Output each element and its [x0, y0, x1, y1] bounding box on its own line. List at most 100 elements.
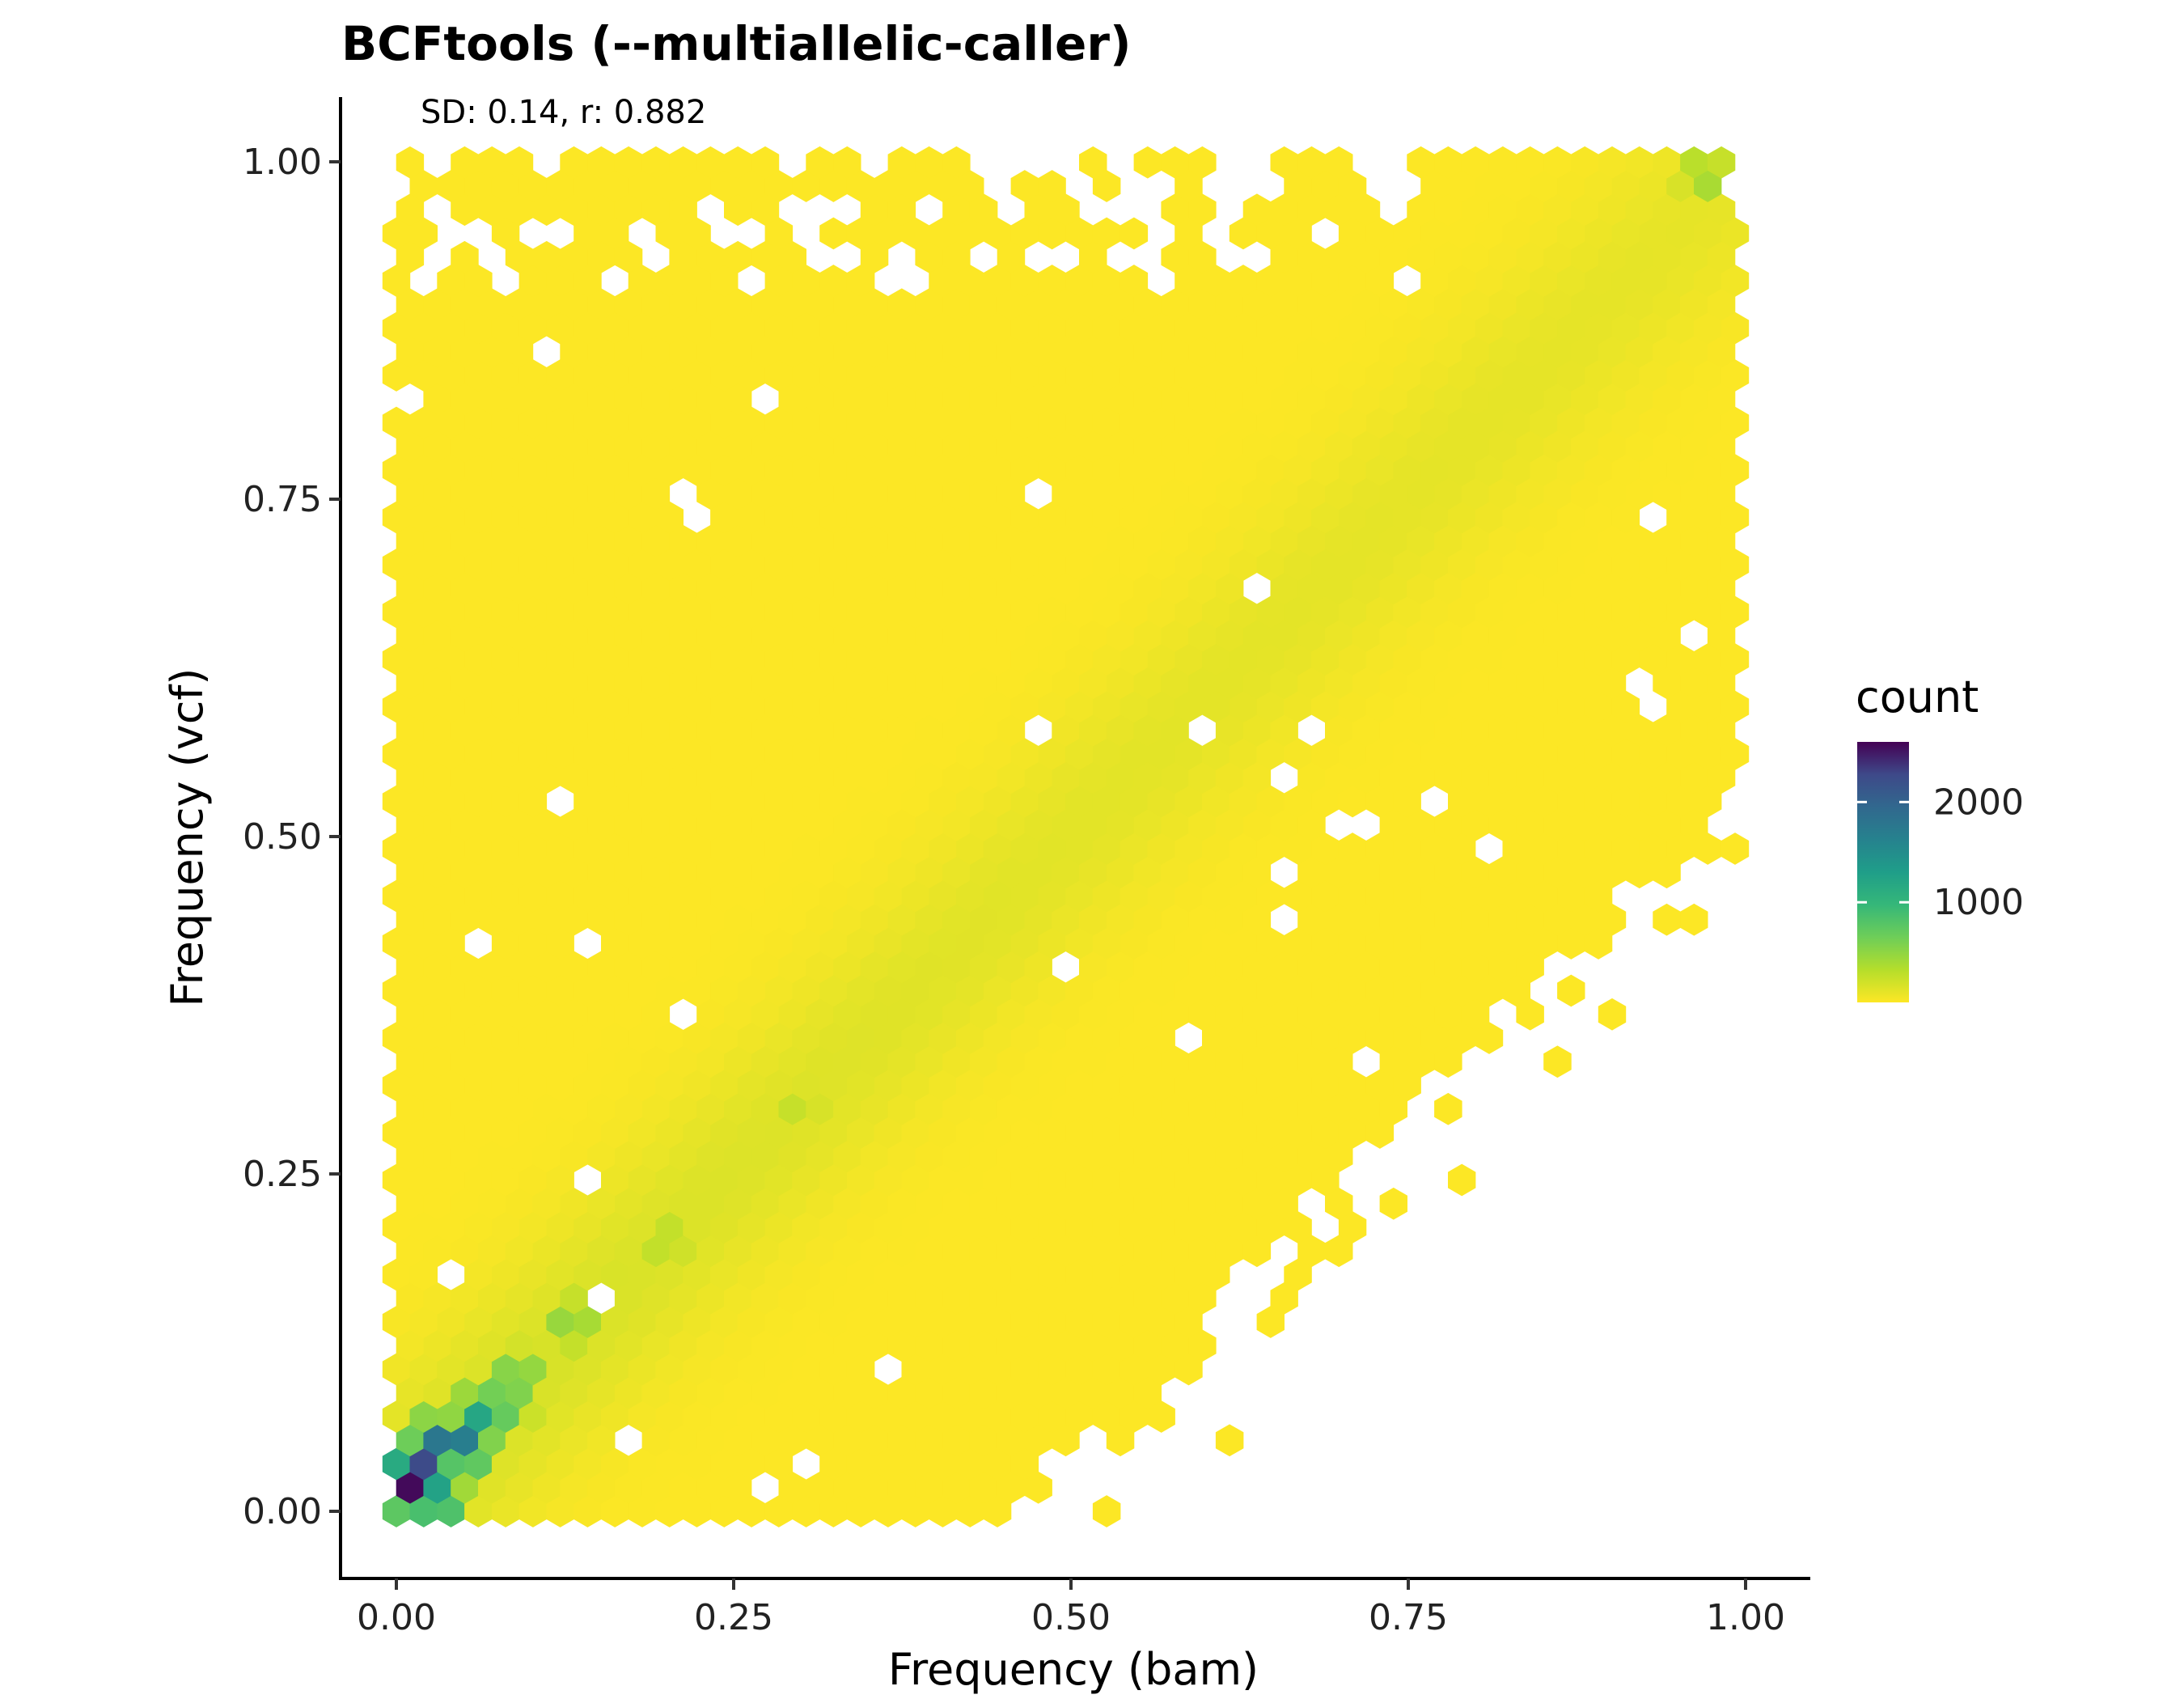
hexbin-cell [997, 1045, 1026, 1078]
hexbin-cell [737, 595, 766, 629]
hexbin-cell [601, 927, 629, 960]
hexbin-cell [1393, 1022, 1421, 1054]
hexbin-cell [764, 595, 794, 629]
hexbin-cell [846, 265, 875, 297]
hexbin-cell [1147, 311, 1175, 345]
hexbin-cell [1379, 524, 1407, 557]
hexbin-cell [1133, 383, 1162, 416]
hexbin-cell [887, 1376, 916, 1409]
hexbin-cell [1461, 951, 1490, 984]
hexbin-cell [1557, 265, 1585, 297]
hexbin-cell [601, 1116, 629, 1149]
hexbin-cell [1584, 265, 1613, 297]
hexbin-cell [423, 856, 451, 889]
hexbin-cell [1133, 1329, 1162, 1362]
hexbin-cell [1161, 430, 1189, 463]
hexbin-cell [505, 477, 534, 511]
hexbin-cell [1092, 170, 1121, 202]
hexbin-cell [641, 524, 671, 557]
hexbin-cell [737, 1022, 766, 1054]
hexbin-cell [942, 1140, 971, 1173]
hexbin-cell [1666, 170, 1695, 202]
hexbin-cell [437, 170, 465, 202]
hexbin-cell [874, 690, 903, 723]
hexbin-cell [614, 998, 643, 1031]
hexbin-cell [806, 761, 834, 794]
hexbin-cell [1065, 501, 1094, 534]
hexbin-cell [874, 833, 903, 865]
hexbin-cell [751, 1329, 780, 1362]
hexbin-cell [983, 879, 1012, 913]
hexbin-cell [942, 714, 971, 747]
hexbin-cell [1311, 1116, 1340, 1149]
hexbin-cell [1461, 335, 1490, 368]
hexbin-cell [1488, 856, 1517, 889]
hexbin-cell [1106, 1282, 1135, 1315]
hexbin-cell [1065, 1353, 1094, 1386]
hexbin-cell [382, 1353, 411, 1386]
hexbin-cell [1079, 951, 1107, 984]
hexbin-cell [1297, 1140, 1326, 1173]
hexbin-cell [574, 217, 602, 250]
hexbin-cell [1229, 595, 1258, 629]
hexbin-cell [546, 1400, 574, 1433]
hexbin-cell [518, 1447, 548, 1481]
hexbin-cell [1488, 240, 1517, 273]
hexbin-cell [1161, 1045, 1189, 1078]
hexbin-cell [437, 549, 465, 581]
hexbin-cell [1229, 1163, 1258, 1197]
hexbin-cell [1215, 1187, 1244, 1220]
hexbin-cell [1365, 1069, 1395, 1102]
hexbin-cell [1557, 833, 1585, 865]
hexbin-cell [505, 998, 534, 1031]
hexbin-cell [1284, 454, 1312, 486]
hexbin-cell [1297, 761, 1326, 794]
hexbin-cell [1434, 1045, 1462, 1078]
hexbin-cell [423, 1235, 451, 1268]
hexbin-cell [409, 879, 438, 913]
hexbin-cell [409, 738, 438, 770]
hexbin-cell [1052, 335, 1080, 368]
hexbin-cell [409, 643, 438, 676]
hexbin-cell [860, 1282, 889, 1315]
hexbin-cell [396, 1471, 425, 1504]
hexbin-cell [1297, 808, 1326, 841]
hexbin-cell [997, 1282, 1026, 1315]
hexbin-cell [1365, 690, 1395, 723]
hexbin-cell [1393, 785, 1421, 818]
hexbin-cell [396, 1140, 425, 1173]
hexbin-cell [574, 170, 602, 202]
hexbin-cell [901, 1400, 929, 1433]
hexbin-cell [915, 572, 943, 605]
hexbin-cell [574, 454, 602, 486]
hexbin-cell [833, 1376, 861, 1409]
hexbin-cell [1653, 572, 1681, 605]
hexbin-cell [451, 524, 479, 557]
hexbin-cell [819, 1400, 848, 1433]
hexbin-cell [1611, 311, 1640, 345]
hexbin-cell [806, 146, 834, 179]
hexbin-cell [1448, 265, 1476, 297]
hexbin-cell [1352, 667, 1381, 700]
hexbin-cell [874, 1211, 903, 1244]
hexbin-cell [655, 643, 684, 676]
hexbin-cell [956, 311, 984, 345]
hexbin-cell [423, 1282, 451, 1315]
hexbin-cell [641, 1424, 671, 1457]
hexbin-cell [764, 1306, 794, 1338]
hexbin-cell [724, 808, 752, 841]
hexbin-cell [1311, 265, 1340, 297]
hexbin-cell [683, 690, 711, 723]
hexbin-cell [737, 1211, 766, 1244]
hexbin-cell [751, 288, 780, 321]
hexbin-cell [929, 1306, 957, 1338]
hexbin-cell [532, 808, 561, 841]
hexbin-cell [956, 595, 984, 629]
hexbin-cell [1297, 998, 1326, 1031]
hexbin-cell [601, 406, 629, 439]
hexbin-cell [806, 856, 834, 889]
hexbin-cell [737, 643, 766, 676]
hexbin-cell [1639, 738, 1667, 770]
hexbin-cell [574, 1400, 602, 1433]
hexbin-cell [1202, 785, 1230, 818]
